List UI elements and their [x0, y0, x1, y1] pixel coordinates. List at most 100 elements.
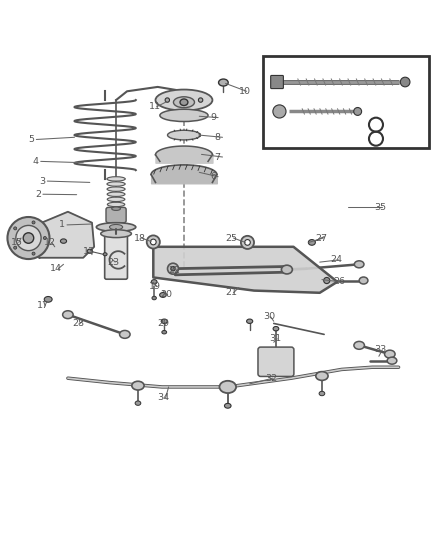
Text: 15: 15: [11, 238, 23, 247]
Ellipse shape: [165, 98, 170, 102]
Ellipse shape: [63, 311, 73, 319]
Text: 21: 21: [226, 288, 237, 297]
FancyBboxPatch shape: [271, 76, 283, 88]
Text: 1: 1: [59, 220, 65, 229]
Ellipse shape: [162, 330, 166, 334]
Ellipse shape: [385, 350, 395, 358]
Ellipse shape: [155, 90, 212, 110]
Ellipse shape: [167, 130, 200, 140]
Ellipse shape: [152, 296, 156, 300]
Ellipse shape: [107, 197, 125, 201]
Ellipse shape: [101, 230, 131, 238]
Text: 2: 2: [35, 190, 41, 199]
Ellipse shape: [225, 403, 231, 408]
Ellipse shape: [7, 217, 49, 259]
Ellipse shape: [400, 77, 410, 87]
Text: 17: 17: [37, 302, 49, 310]
Ellipse shape: [112, 207, 120, 211]
Ellipse shape: [132, 381, 144, 390]
Ellipse shape: [161, 319, 167, 324]
Text: 8: 8: [215, 133, 221, 142]
Text: 27: 27: [315, 233, 327, 243]
Text: 20: 20: [160, 290, 172, 300]
Ellipse shape: [168, 263, 179, 274]
Ellipse shape: [120, 330, 130, 338]
FancyBboxPatch shape: [105, 232, 127, 279]
Text: 6: 6: [210, 172, 216, 181]
Ellipse shape: [219, 79, 228, 86]
FancyBboxPatch shape: [258, 347, 294, 376]
Ellipse shape: [32, 221, 35, 224]
Ellipse shape: [135, 401, 141, 405]
Ellipse shape: [159, 293, 166, 297]
Text: 31: 31: [269, 334, 282, 343]
Text: 24: 24: [331, 255, 343, 264]
Ellipse shape: [171, 266, 175, 271]
Text: 13: 13: [83, 247, 95, 256]
Ellipse shape: [198, 98, 203, 102]
Ellipse shape: [107, 192, 125, 197]
Ellipse shape: [107, 187, 125, 191]
Ellipse shape: [244, 239, 250, 245]
Ellipse shape: [107, 177, 125, 181]
Ellipse shape: [324, 278, 330, 284]
Ellipse shape: [273, 105, 286, 118]
Bar: [263, 56, 429, 148]
Text: 12: 12: [44, 238, 56, 247]
Ellipse shape: [14, 246, 17, 249]
Ellipse shape: [387, 357, 397, 364]
Ellipse shape: [319, 391, 325, 395]
Ellipse shape: [44, 296, 52, 302]
Ellipse shape: [247, 319, 253, 324]
Text: 14: 14: [50, 264, 62, 273]
Polygon shape: [153, 247, 337, 293]
Ellipse shape: [147, 236, 160, 248]
Ellipse shape: [32, 252, 35, 255]
Ellipse shape: [354, 261, 364, 268]
Ellipse shape: [110, 224, 123, 230]
Ellipse shape: [219, 381, 236, 393]
Ellipse shape: [241, 236, 254, 249]
Ellipse shape: [359, 277, 368, 284]
Ellipse shape: [107, 182, 125, 186]
Ellipse shape: [160, 109, 208, 122]
Ellipse shape: [180, 99, 188, 106]
Ellipse shape: [103, 253, 107, 256]
Ellipse shape: [150, 239, 156, 245]
Text: 18: 18: [134, 233, 145, 243]
Ellipse shape: [96, 223, 136, 231]
Text: 5: 5: [28, 135, 35, 144]
Ellipse shape: [354, 108, 362, 115]
Ellipse shape: [273, 327, 279, 331]
Text: 30: 30: [263, 312, 275, 321]
Ellipse shape: [23, 233, 34, 243]
Text: 34: 34: [158, 393, 170, 402]
FancyBboxPatch shape: [106, 207, 126, 223]
Ellipse shape: [173, 97, 194, 108]
Ellipse shape: [60, 239, 67, 243]
Text: 7: 7: [215, 152, 221, 161]
Ellipse shape: [316, 372, 328, 381]
Text: 26: 26: [333, 277, 345, 286]
Text: 32: 32: [265, 374, 277, 383]
Text: 35: 35: [374, 203, 387, 212]
Text: 22: 22: [169, 266, 180, 276]
Text: 19: 19: [149, 282, 161, 290]
Polygon shape: [28, 212, 94, 258]
Text: 33: 33: [374, 345, 387, 354]
Ellipse shape: [16, 225, 41, 251]
Ellipse shape: [354, 342, 364, 349]
Text: 29: 29: [158, 319, 170, 328]
Text: 4: 4: [33, 157, 39, 166]
Text: 11: 11: [149, 102, 161, 111]
Ellipse shape: [87, 249, 92, 253]
Ellipse shape: [107, 207, 125, 212]
Text: 23: 23: [107, 257, 120, 266]
Ellipse shape: [14, 227, 17, 230]
Text: 9: 9: [210, 113, 216, 122]
Text: 3: 3: [39, 176, 46, 185]
Text: 28: 28: [72, 319, 84, 328]
Text: 25: 25: [226, 233, 237, 243]
Ellipse shape: [151, 280, 157, 284]
Ellipse shape: [281, 265, 293, 274]
